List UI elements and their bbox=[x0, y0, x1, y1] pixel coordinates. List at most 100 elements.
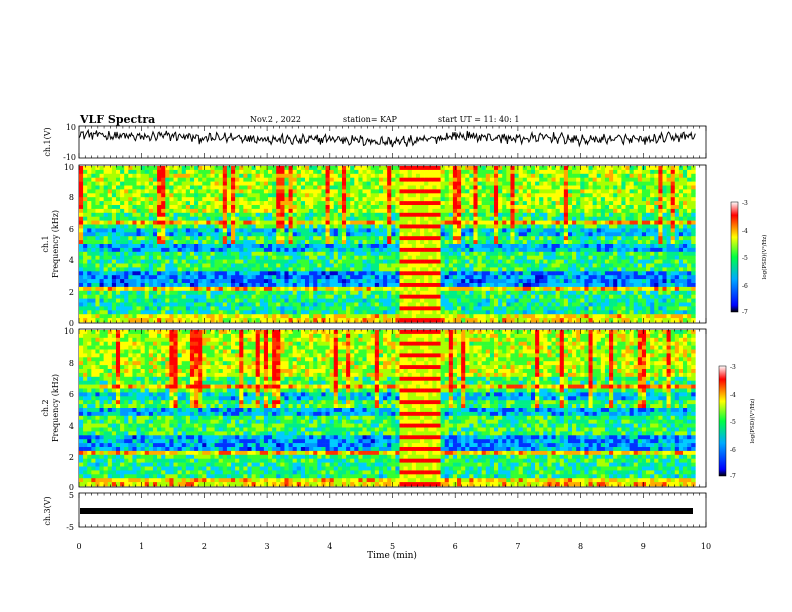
spec1-cell bbox=[469, 177, 474, 182]
spec1-cell bbox=[403, 286, 409, 292]
spec1-cell bbox=[383, 247, 388, 253]
spec1-cell bbox=[99, 193, 104, 198]
spec1-cell bbox=[588, 197, 593, 202]
spec1-cell bbox=[362, 189, 367, 194]
spec1-cell bbox=[461, 197, 466, 202]
spec1-cell bbox=[157, 275, 162, 280]
spec1-cell bbox=[584, 208, 589, 214]
spec1-cell bbox=[144, 279, 150, 284]
spec1-cell bbox=[399, 224, 404, 229]
spec1-cell bbox=[111, 220, 117, 225]
spec1-cell bbox=[107, 275, 113, 280]
spec1-cell bbox=[255, 318, 261, 323]
spec1-cell bbox=[337, 224, 343, 229]
spec1-cell bbox=[374, 173, 380, 178]
spec1-cell bbox=[469, 259, 474, 264]
spec1-cell bbox=[485, 267, 491, 272]
spec1-cell bbox=[296, 275, 302, 280]
spec1-cell bbox=[346, 169, 351, 175]
spec1-cell bbox=[169, 306, 174, 311]
spec1-cell bbox=[222, 228, 228, 233]
spec1-cell bbox=[231, 279, 236, 284]
spec1-cell bbox=[358, 185, 363, 190]
spec1-cell bbox=[374, 181, 380, 186]
spec1-cell bbox=[268, 271, 273, 276]
spec1-cell bbox=[103, 185, 109, 190]
spec1-cell bbox=[259, 193, 265, 198]
spec1-cell bbox=[555, 236, 561, 241]
spec1-cell bbox=[210, 205, 215, 210]
spec1-cell bbox=[378, 173, 384, 178]
spec1-cell bbox=[563, 283, 569, 288]
spec1-cell bbox=[387, 216, 392, 221]
spec1-cell bbox=[444, 247, 450, 253]
spec1-cell bbox=[148, 306, 154, 311]
spec1-cell bbox=[354, 205, 359, 210]
spec1-cell bbox=[436, 306, 441, 311]
spec1-cell bbox=[341, 251, 347, 256]
spec1-cell bbox=[428, 302, 433, 307]
spec1-cell bbox=[559, 205, 565, 210]
spec1-cell bbox=[115, 244, 121, 249]
spec1-cell bbox=[128, 314, 133, 319]
spec1-cell bbox=[165, 263, 170, 268]
spec1-cell bbox=[99, 185, 104, 190]
spec1-cell bbox=[79, 244, 84, 249]
spec1-cell bbox=[202, 275, 207, 280]
spec1-cell bbox=[346, 271, 351, 276]
spec1-cell bbox=[337, 212, 343, 217]
spec1-cell bbox=[341, 228, 347, 233]
spec1-cell bbox=[218, 263, 224, 268]
spec1-cell bbox=[415, 310, 421, 315]
spec1-cell bbox=[387, 169, 392, 175]
spec1-cell bbox=[547, 166, 552, 171]
spec1-cell bbox=[506, 201, 511, 206]
spec1-cell bbox=[526, 286, 532, 292]
spec1-cell bbox=[239, 173, 244, 178]
spec1-cell bbox=[350, 197, 355, 202]
spec1-cell bbox=[189, 228, 195, 233]
spec1-cell bbox=[296, 271, 302, 276]
spec1-cell bbox=[448, 267, 454, 272]
spec1-cell bbox=[399, 310, 404, 315]
spec1-cell bbox=[144, 294, 150, 299]
spec1-cell bbox=[543, 306, 548, 311]
spec1-cell bbox=[469, 166, 474, 171]
spec1-cell bbox=[111, 275, 117, 280]
spec1-cell bbox=[239, 302, 244, 307]
spec1-cell bbox=[502, 259, 507, 264]
spec1-cell bbox=[346, 283, 351, 288]
spec1-cell bbox=[235, 181, 240, 186]
spec1-cell bbox=[506, 212, 511, 217]
spec1-cell bbox=[403, 212, 409, 217]
spec1-cell bbox=[481, 166, 487, 171]
spec1-cell bbox=[329, 275, 335, 280]
spec1-cell bbox=[181, 283, 187, 288]
spec1-cell bbox=[526, 208, 532, 214]
spec1-cell bbox=[115, 166, 121, 171]
spec1-cell bbox=[481, 251, 487, 256]
spec1-cell bbox=[584, 166, 589, 171]
spec1-cell bbox=[313, 247, 318, 253]
spec1-cell bbox=[436, 310, 441, 315]
spec1-cell bbox=[403, 318, 409, 323]
spec1-cell bbox=[473, 169, 478, 175]
spec1-cell bbox=[539, 169, 544, 175]
spec1-cell bbox=[329, 177, 335, 182]
spec1-cell bbox=[428, 259, 433, 264]
spec1-cell bbox=[535, 279, 540, 284]
spec1-cell bbox=[539, 298, 544, 303]
spec1-cell bbox=[481, 271, 487, 276]
spec1-cell bbox=[99, 240, 104, 245]
spec1-cell bbox=[214, 290, 220, 295]
spec1-cell bbox=[99, 216, 104, 221]
spec1-cell bbox=[485, 251, 491, 256]
spec1-cell bbox=[239, 177, 244, 182]
spec1-cell bbox=[169, 244, 174, 249]
spec1-cell bbox=[194, 205, 199, 210]
spec1-cell bbox=[284, 271, 289, 276]
spec1-cell bbox=[83, 212, 88, 217]
spec1-cell bbox=[522, 197, 528, 202]
spec1-cell bbox=[378, 314, 384, 319]
spec1-cell bbox=[272, 208, 277, 214]
